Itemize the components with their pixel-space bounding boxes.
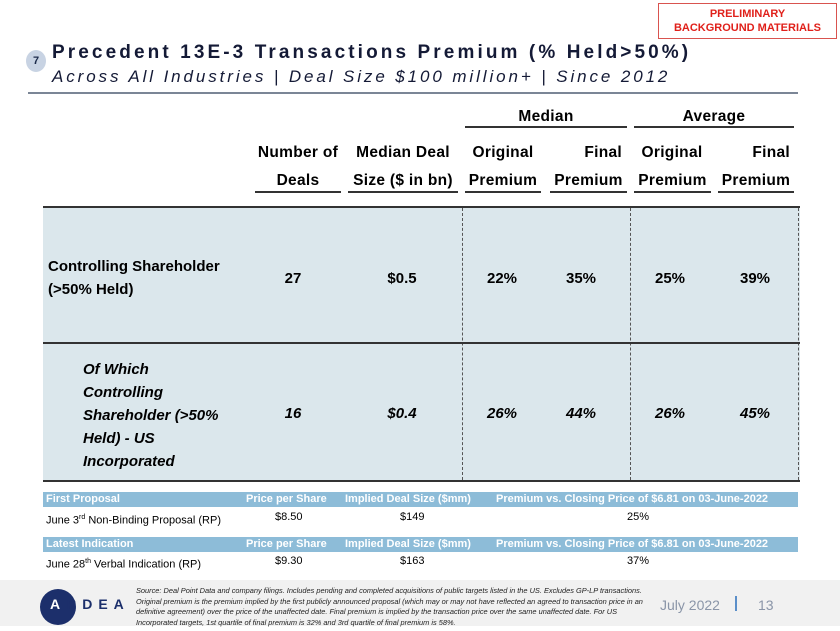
ardea-logo: ARDEA: [50, 596, 130, 612]
proposal-price: $8.50: [275, 511, 303, 523]
first-proposal-header: First Proposal Price per Share Implied D…: [43, 492, 798, 507]
cell-avg-final: 39%: [739, 270, 771, 287]
cell-median-final: 35%: [565, 270, 597, 287]
header-price: Price per Share: [246, 538, 327, 550]
label-text: June 28: [46, 558, 86, 571]
cell-avg-final: 45%: [739, 405, 771, 422]
column-divider: [630, 208, 631, 480]
proposal-size: $149: [400, 511, 425, 523]
col-header-avg-final-l1: Final: [752, 144, 790, 161]
row-label-line: Shareholder (>50%: [83, 407, 219, 424]
proposal-price: $9.30: [275, 555, 303, 567]
first-proposal-row: June 3rd Non-Binding Proposal (RP) $8.50…: [43, 510, 798, 527]
col-header-size-l1: Median Deal: [356, 144, 450, 161]
row-label-line: Controlling: [83, 384, 163, 401]
row-label-line: Controlling Shareholder: [48, 258, 220, 275]
label-sup: th: [85, 558, 91, 565]
label-text: Verbal Indication (RP): [91, 558, 202, 571]
header-label: First Proposal: [46, 493, 120, 505]
cell-size: $0.5: [387, 270, 417, 287]
title-divider: [28, 92, 798, 94]
ardea-logo-mark: [40, 589, 76, 625]
proposal-premium: 25%: [627, 511, 650, 523]
banner-line-1: PRELIMINARY: [709, 8, 786, 20]
row-label-line: Held) - US: [83, 430, 155, 447]
col-header-avg-final-l2: Premium: [718, 172, 794, 193]
cell-size: $0.4: [387, 405, 417, 422]
label-text: Non-Binding Proposal (RP): [85, 514, 221, 527]
label-sup: rd: [79, 514, 86, 521]
col-header-avg-orig-l2: Premium: [634, 172, 711, 193]
col-header-deals-l1: Number of: [257, 144, 339, 161]
footer: [0, 580, 840, 626]
cell-median-orig: 22%: [486, 270, 518, 287]
section-badge: 7: [26, 50, 46, 72]
col-header-size-l2: Size ($ in bn): [348, 172, 458, 193]
cell-median-final: 44%: [565, 405, 597, 422]
page-subtitle: Across All Industries | Deal Size $100 m…: [52, 67, 671, 86]
proposal-premium: 37%: [627, 555, 650, 567]
preliminary-banner: PRELIMINARY BACKGROUND MATERIALS: [658, 3, 837, 39]
footer-divider: [735, 596, 737, 611]
group-header-average: Average: [634, 108, 794, 128]
page-title: Precedent 13E-3 Transactions Premium (% …: [52, 42, 692, 63]
source-note: Source: Deal Point Data and company fili…: [136, 586, 643, 627]
row-label-controlling: Controlling Shareholder (>50% Held): [48, 255, 220, 301]
column-divider: [798, 208, 799, 480]
page-number: 13: [758, 597, 774, 613]
latest-indication-row: June 28th Verbal Indication (RP) $9.30 $…: [43, 554, 798, 571]
row-label-line: Of Which: [83, 361, 149, 378]
column-divider: [462, 208, 463, 480]
group-header-median: Median: [465, 108, 627, 128]
cell-deals: 27: [284, 270, 302, 287]
proposal-size: $163: [400, 555, 425, 567]
cell-avg-orig: 25%: [654, 270, 686, 287]
row-label-us-incorporated: Of Which Controlling Shareholder (>50% H…: [83, 358, 218, 473]
cell-median-orig: 26%: [486, 405, 518, 422]
cell-deals: 16: [284, 405, 302, 422]
col-header-median-orig-l2: Premium: [465, 172, 541, 193]
proposal-label: June 3rd Non-Binding Proposal (RP): [46, 510, 221, 529]
latest-indication-header: Latest Indication Price per Share Implie…: [43, 537, 798, 552]
header-label: Latest Indication: [46, 538, 134, 550]
header-price: Price per Share: [246, 493, 327, 505]
col-header-median-final-l2: Premium: [550, 172, 627, 193]
col-header-median-final-l1: Final: [584, 144, 622, 161]
cell-avg-orig: 26%: [654, 405, 686, 422]
header-size: Implied Deal Size ($mm): [345, 493, 471, 505]
col-header-avg-orig-l1: Original: [641, 144, 703, 161]
header-premium: Premium vs. Closing Price of $6.81 on 03…: [496, 493, 769, 505]
premium-table: [43, 206, 800, 482]
row-label-line: (>50% Held): [48, 281, 134, 298]
banner-line-2: BACKGROUND MATERIALS: [673, 22, 822, 34]
header-premium: Premium vs. Closing Price of $6.81 on 03…: [496, 538, 769, 550]
col-header-median-orig-l1: Original: [472, 144, 534, 161]
header-size: Implied Deal Size ($mm): [345, 538, 471, 550]
footer-date: July 2022: [660, 597, 720, 613]
col-header-deals-l2: Deals: [255, 172, 341, 193]
row-label-line: Incorporated: [83, 453, 175, 470]
proposal-label: June 28th Verbal Indication (RP): [46, 554, 201, 573]
row-separator: [43, 342, 800, 344]
label-text: June 3: [46, 514, 80, 527]
